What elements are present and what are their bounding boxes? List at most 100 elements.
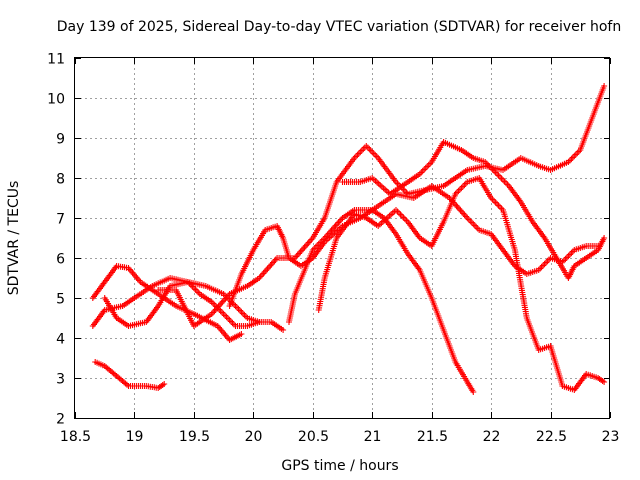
- data-point: [302, 242, 309, 249]
- data-point: [363, 143, 370, 149]
- data-point: [232, 303, 239, 309]
- data-point: [455, 188, 462, 194]
- data-point: [498, 175, 505, 182]
- data-point: [298, 247, 305, 254]
- series-track-1: [92, 359, 168, 391]
- data-point: [568, 156, 575, 162]
- data-point: [357, 149, 364, 155]
- data-point: [370, 150, 377, 157]
- x-tick-label: 21: [364, 429, 382, 445]
- x-tick-label: 22.5: [536, 429, 567, 445]
- data-point: [563, 254, 570, 261]
- x-tick-label: 20.5: [298, 429, 329, 445]
- data-point: [366, 146, 373, 152]
- chart-title: Day 139 of 2025, Sidereal Day-to-day VTE…: [57, 19, 621, 35]
- data-point: [228, 318, 234, 325]
- data-point: [495, 202, 502, 209]
- y-tick-label: 3: [56, 372, 65, 388]
- y-tick-label: 4: [56, 332, 65, 348]
- series-track-9: [339, 139, 608, 281]
- data-point: [574, 150, 581, 156]
- x-tick-label: 22: [483, 429, 501, 445]
- data-point: [601, 235, 608, 241]
- data-point: [231, 321, 237, 328]
- data-point: [467, 218, 474, 224]
- data-point: [419, 168, 426, 174]
- data-point: [219, 309, 226, 316]
- data-point: [398, 213, 405, 219]
- data-point: [464, 215, 471, 221]
- y-tick-label: 9: [56, 132, 65, 148]
- data-point: [497, 174, 503, 180]
- data-point: [500, 177, 506, 183]
- x-tick-label: 21.5: [417, 429, 448, 445]
- data-point: [471, 222, 478, 229]
- data-point: [234, 304, 240, 311]
- data-point: [161, 381, 168, 387]
- data-point: [241, 312, 248, 318]
- data-point: [237, 307, 243, 314]
- series-track-5: [155, 83, 608, 329]
- data-point: [492, 199, 499, 206]
- y-tick-label: 2: [56, 412, 65, 428]
- data-point: [538, 264, 545, 270]
- data-point: [424, 163, 431, 170]
- data-point: [601, 83, 608, 89]
- data-point: [403, 217, 410, 224]
- data-point: [465, 216, 472, 223]
- data-point: [226, 317, 233, 323]
- data-point: [458, 185, 465, 191]
- series-track-4: [101, 279, 263, 329]
- y-tick-label: 7: [56, 212, 65, 228]
- x-tick-label: 19: [126, 429, 144, 445]
- data-marks: [89, 83, 608, 395]
- data-point: [569, 154, 576, 161]
- x-tick-label: 23: [602, 429, 620, 445]
- data-point: [358, 147, 365, 154]
- data-point: [238, 309, 245, 315]
- data-point: [494, 201, 501, 207]
- data-point: [503, 180, 509, 186]
- data-point: [256, 319, 263, 325]
- data-point: [314, 242, 321, 249]
- data-point: [239, 310, 246, 317]
- y-axis-title: SDTVAR / TECUs: [6, 181, 22, 296]
- data-point: [468, 219, 475, 226]
- data-point: [421, 166, 428, 173]
- data-point: [355, 150, 362, 157]
- data-point: [397, 211, 404, 218]
- data-point: [396, 210, 402, 216]
- data-point: [219, 298, 226, 305]
- data-point: [566, 251, 573, 258]
- y-tick-label: 11: [47, 52, 65, 68]
- data-point: [222, 312, 229, 319]
- data-point: [225, 315, 232, 322]
- data-point: [401, 216, 408, 222]
- data-point: [425, 162, 432, 168]
- x-tick-label: 18.5: [60, 429, 91, 445]
- data-point: [459, 183, 466, 190]
- data-point: [543, 259, 550, 266]
- plot-frame: [74, 57, 610, 419]
- data-point: [453, 202, 460, 209]
- data-point: [220, 311, 227, 317]
- data-point: [571, 153, 578, 159]
- data-point: [263, 267, 270, 274]
- data-point: [456, 186, 463, 193]
- data-point: [495, 172, 502, 179]
- data-point: [394, 208, 401, 215]
- y-tick-label: 5: [56, 292, 65, 308]
- data-point: [546, 256, 553, 263]
- data-point: [235, 306, 242, 312]
- data-point: [238, 331, 245, 337]
- x-tick-label: 19.5: [179, 429, 210, 445]
- data-point: [400, 214, 407, 221]
- data-point: [601, 379, 608, 385]
- data-point: [267, 262, 274, 269]
- data-point: [572, 151, 579, 158]
- data-point: [501, 178, 508, 185]
- data-point: [497, 204, 503, 210]
- data-point: [354, 152, 361, 158]
- data-point: [541, 261, 548, 267]
